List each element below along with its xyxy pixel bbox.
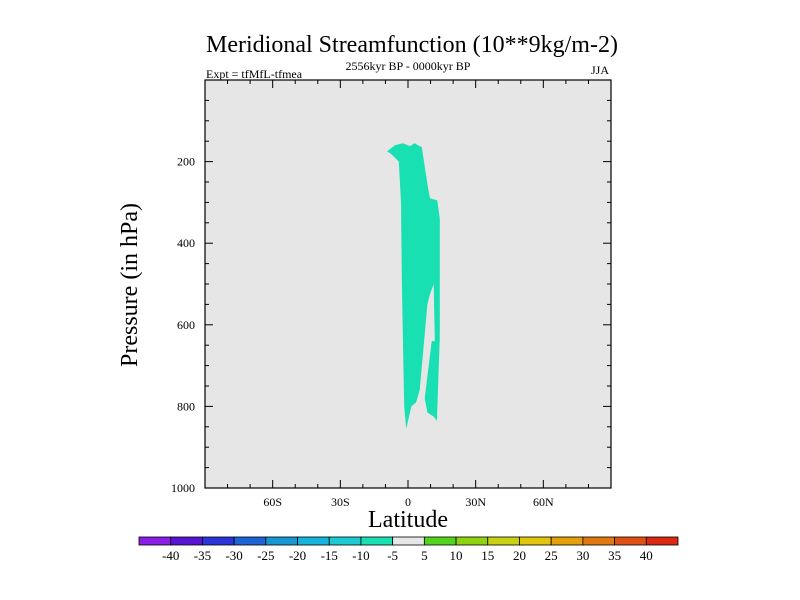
colorbar-swatch [645, 536, 679, 546]
x-tick-label: 60S [263, 495, 282, 509]
colorbar-swatch [170, 536, 203, 546]
y-tick-label: 400 [177, 236, 195, 250]
x-tick-label: 30N [465, 495, 486, 509]
colorbar-swatch [550, 536, 584, 546]
contour-region-0 [387, 143, 440, 429]
x-tick-label: 30S [331, 495, 350, 509]
chart-title: Meridional Streamfunction (10**9kg/m-2) [206, 32, 618, 58]
y-axis-title: Pressure (in hPa) [117, 203, 143, 367]
colorbar-label: -20 [289, 548, 306, 563]
colorbar-swatch [614, 536, 647, 546]
y-tick-label: 800 [177, 399, 195, 413]
colorbar-label: 40 [640, 548, 653, 563]
colorbar: -40 -35 -30 -25 -20 -15 -10 -5 5 10 15 20 25 30 35 40 [138, 536, 679, 563]
y-tick-label: 200 [177, 155, 195, 169]
season-label: JJA [591, 63, 609, 77]
colorbar-swatch [423, 536, 457, 546]
colorbar-label: 15 [481, 548, 494, 563]
colorbar-swatch [582, 536, 615, 546]
colorbar-swatch [202, 536, 235, 546]
axis-ticks: 60S 30S 0 30N 60N 200 400 600 800 1000 [171, 80, 612, 509]
colorbar-label: -35 [194, 548, 211, 563]
colorbar-label: 30 [576, 548, 589, 563]
colorbar-label: -25 [257, 548, 274, 563]
colorbar-label: -15 [321, 548, 338, 563]
colorbar-swatch [455, 536, 489, 546]
colorbar-swatch [265, 536, 298, 546]
colorbar-swatch [392, 536, 425, 546]
contour-regions [387, 143, 440, 429]
colorbar-label: 35 [608, 548, 621, 563]
colorbar-swatch [138, 536, 172, 546]
colorbar-swatch [360, 536, 394, 546]
colorbar-swatch [519, 536, 552, 546]
y-tick-label: 1000 [171, 481, 195, 495]
colorbar-label: -40 [162, 548, 179, 563]
colorbar-label: 5 [421, 548, 428, 563]
x-tick-label: 0 [405, 495, 411, 509]
x-tick-label: 60N [533, 495, 554, 509]
y-tick-label: 600 [177, 318, 195, 332]
colorbar-label: -5 [387, 548, 398, 563]
colorbar-swatch [328, 536, 362, 546]
experiment-label: Expt = tfMfL-tfmea [206, 67, 303, 81]
colorbar-label: 20 [513, 548, 526, 563]
colorbar-label: -10 [352, 548, 369, 563]
colorbar-swatch [297, 536, 330, 546]
colorbar-swatch [487, 536, 520, 546]
colorbar-label: -30 [225, 548, 242, 563]
colorbar-label: 10 [450, 548, 463, 563]
period-label: 2556kyr BP - 0000kyr BP [346, 59, 471, 73]
colorbar-swatch [233, 536, 267, 546]
colorbar-label: 25 [545, 548, 558, 563]
x-axis-title: Latitude [368, 507, 448, 533]
